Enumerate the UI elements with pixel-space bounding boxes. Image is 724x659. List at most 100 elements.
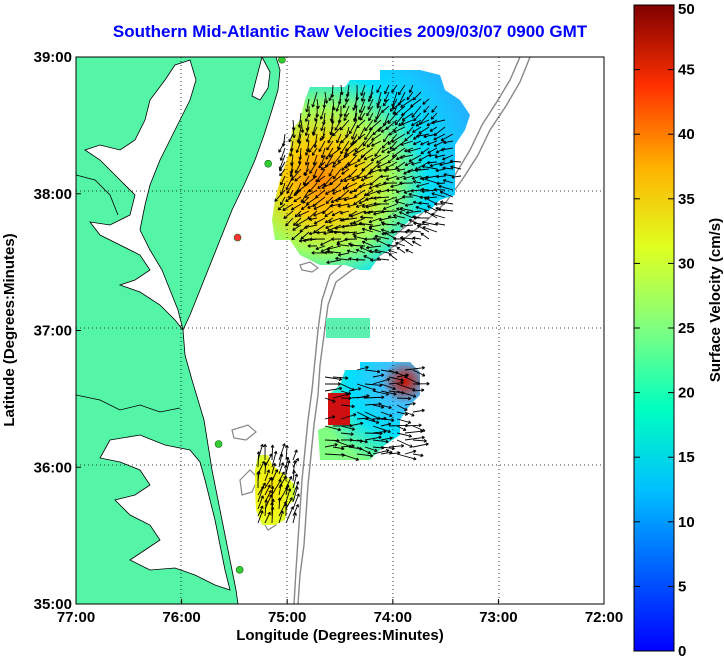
velocity-arrow (385, 161, 398, 169)
velocity-arrow (383, 168, 398, 173)
velocity-arrow (270, 506, 275, 524)
velocity-arrow (438, 184, 454, 191)
colorbar (633, 4, 675, 652)
velocity-arrow (380, 411, 393, 418)
velocity-arrow (388, 380, 404, 385)
velocity-arrow (396, 246, 406, 254)
velocity-arrow (278, 471, 285, 482)
velocity-arrow (348, 119, 358, 135)
x-tick-label: 76:00 (162, 609, 200, 626)
velocity-arrow (391, 84, 398, 94)
velocity-arrow (340, 133, 350, 144)
velocity-arrow (371, 140, 382, 147)
velocity-arrow (442, 178, 454, 184)
velocity-arrow (380, 126, 390, 133)
velocity-arrow (327, 133, 334, 144)
velocity-arrow (343, 196, 358, 202)
velocity-arrow (264, 469, 270, 482)
velocity-arrow (423, 105, 430, 113)
velocity-arrow (332, 161, 342, 168)
velocity-arrow (300, 231, 310, 240)
velocity-arrow (257, 495, 264, 510)
velocity-arrow (416, 224, 430, 233)
y-tick-label: 37:00 (34, 323, 72, 340)
velocity-arrow (426, 160, 438, 165)
velocity-arrow (339, 210, 350, 215)
velocity-arrow (341, 224, 358, 229)
velocity-arrow (360, 175, 374, 182)
velocity-arrow (412, 369, 426, 377)
velocity-arrow (278, 453, 284, 468)
velocity-arrow (293, 196, 302, 203)
velocity-arrow (324, 386, 343, 392)
velocity-arrow (319, 133, 326, 142)
velocity-arrow (402, 195, 414, 199)
velocity-arrow (405, 248, 414, 254)
velocity-arrow (293, 217, 302, 226)
velocity-arrow (311, 147, 318, 156)
velocity-arrow (340, 175, 350, 183)
velocity-arrow (367, 98, 374, 110)
velocity-arrow (356, 439, 368, 444)
velocity-arrow (396, 383, 416, 392)
velocity-arrow (400, 224, 414, 228)
velocity-arrow (344, 161, 358, 169)
velocity-arrow (324, 425, 342, 432)
velocity-arrow (404, 423, 422, 428)
velocity-arrow (404, 411, 415, 417)
velocity-arrow (443, 140, 454, 145)
velocity-arrow (308, 217, 318, 221)
colorbar-tick-label: 45 (678, 62, 695, 79)
velocity-arrow (427, 147, 438, 154)
velocity-arrow (380, 404, 392, 410)
colorbar-tick-label: 0 (678, 643, 686, 659)
velocity-arrow (396, 453, 417, 461)
velocity-arrow (320, 147, 326, 159)
velocity-arrow (361, 227, 374, 233)
velocity-arrow (332, 154, 342, 165)
velocity-arrow (263, 444, 267, 461)
velocity-arrow (416, 182, 430, 188)
x-tick-label: 77:00 (57, 609, 95, 626)
velocity-arrow (256, 451, 261, 468)
velocity-arrow (312, 154, 318, 166)
y-tick-label: 36:00 (34, 459, 72, 476)
velocity-arrow (320, 119, 326, 132)
velocity-arrow (340, 453, 360, 461)
velocity-arrow (300, 203, 310, 210)
velocity-arrow (309, 237, 326, 242)
velocity-arrow (372, 373, 385, 378)
velocity-arrow (415, 119, 430, 127)
velocity-arrow (412, 236, 422, 240)
velocity-arrow (413, 215, 430, 220)
velocity-arrow (439, 161, 454, 167)
velocity-arrow (404, 161, 414, 167)
velocity-arrow (318, 140, 326, 153)
velocity-arrow (388, 444, 405, 448)
velocity-arrow (356, 453, 374, 458)
velocity-arrow (440, 133, 454, 142)
velocity-arrow (292, 473, 298, 489)
velocity-arrow (366, 105, 374, 117)
velocity-arrow (412, 126, 422, 133)
velocity-arrow (372, 439, 389, 444)
velocity-arrow (264, 453, 273, 468)
velocity-arrow (364, 395, 385, 400)
velocity-arrow (292, 470, 296, 482)
velocity-arrow (430, 112, 438, 120)
velocity-arrow (348, 387, 362, 392)
velocity-arrow (344, 237, 358, 242)
velocity-arrow (412, 91, 422, 101)
velocity-arrow (279, 147, 286, 161)
velocity-arrow (372, 425, 391, 433)
velocity-arrow (393, 214, 406, 219)
velocity-arrow (411, 240, 422, 247)
velocity-arrow (378, 168, 390, 173)
velocity-arrow (316, 175, 326, 183)
velocity-arrow (383, 91, 390, 103)
velocity-arrow (355, 248, 366, 254)
velocity-arrow (361, 240, 374, 247)
velocity-arrow (340, 425, 356, 431)
velocity-arrow (328, 217, 342, 224)
velocity-arrow (291, 231, 302, 241)
